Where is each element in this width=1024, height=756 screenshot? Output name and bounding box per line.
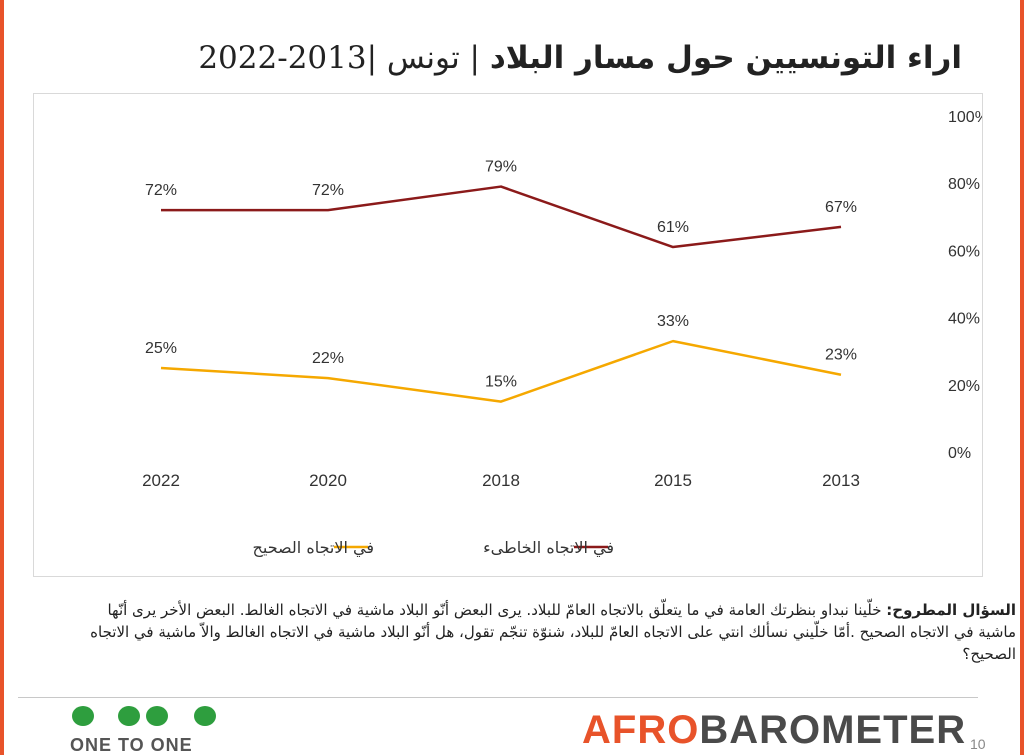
series-line-0 — [161, 185, 842, 249]
legend-entry: في الاتجاه الصحيح — [253, 538, 374, 558]
data-label: 15% — [485, 374, 517, 391]
one-to-one-label: ONE TO ONE — [70, 735, 193, 755]
page-number: 10 — [970, 736, 986, 752]
title-arabic: اراء التونسيين حول مسار البلاد — [489, 40, 962, 76]
dot-icon — [146, 706, 168, 726]
y-tick-label: 20% — [948, 378, 980, 395]
data-label: 61% — [657, 219, 689, 236]
dot-icon — [72, 706, 94, 726]
legend-entry: في الاتجاه الخاطىء — [483, 538, 614, 558]
dot-icon — [194, 706, 216, 726]
chart-container: 0% 20% 40% 60% 80% 100% 2022 2020 2018 2015 2013 72… — [33, 93, 983, 577]
logo-part-afro: AFRO — [582, 708, 700, 752]
dot-icon — [118, 706, 140, 726]
y-tick-label: 100% — [948, 109, 982, 126]
data-label: 79% — [485, 159, 517, 176]
data-label: 33% — [657, 313, 689, 330]
y-tick-label: 80% — [948, 176, 980, 193]
title-subtitle: | تونس |2013-2022 — [198, 40, 480, 76]
y-tick-label: 60% — [948, 243, 980, 260]
x-tick-label: 2022 — [142, 471, 180, 490]
y-tick-label: 0% — [948, 445, 971, 462]
data-label: 67% — [825, 199, 857, 216]
page-title: اراء التونسيين حول مسار البلاد | تونس |2… — [120, 40, 962, 76]
data-label: 72% — [312, 182, 344, 199]
y-tick-label: 40% — [948, 311, 980, 328]
left-accent-bar — [0, 0, 4, 755]
question-text: خلّينا نبداو بنظرتك العامة في ما يتعلّق … — [90, 601, 1016, 663]
logo-part-barometer: BAROMETER — [699, 708, 967, 752]
footer-divider — [18, 697, 978, 698]
x-tick-label: 2018 — [482, 471, 520, 490]
data-label: 22% — [312, 350, 344, 367]
question-label: السؤال المطروح: — [886, 601, 1016, 619]
x-tick-label: 2013 — [822, 471, 860, 490]
afrobarometer-logo: AFROBAROMETER — [582, 708, 966, 753]
x-tick-label: 2015 — [654, 471, 692, 490]
survey-question: السؤال المطروح: خلّينا نبداو بنظرتك العا… — [70, 599, 1016, 665]
data-label: 72% — [145, 182, 177, 199]
series-line-1 — [160, 339, 842, 403]
x-tick-label: 2020 — [309, 471, 347, 490]
right-accent-bar — [1020, 0, 1024, 755]
line-chart: 0% 20% 40% 60% 80% 100% 2022 2020 2018 2015 2013 72… — [142, 109, 982, 558]
data-label: 23% — [825, 347, 857, 364]
data-label: 25% — [145, 340, 177, 357]
